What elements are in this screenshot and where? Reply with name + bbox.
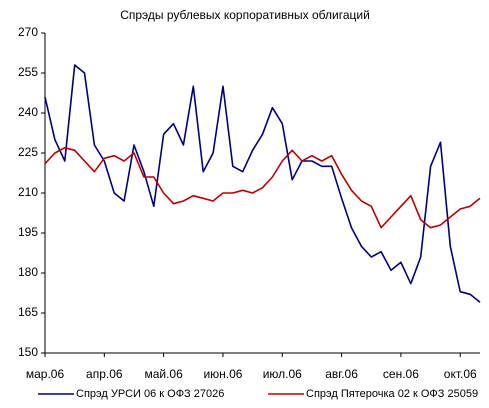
y-tick-label: 195 — [18, 225, 38, 239]
y-tick-label: 165 — [18, 305, 38, 319]
legend-label: Спрэд УРСИ 06 к ОФЗ 27026 — [76, 388, 224, 400]
y-tick-label: 180 — [18, 265, 38, 279]
x-tick-label: апр.06 — [86, 367, 123, 381]
y-tick-label: 210 — [18, 185, 38, 199]
x-tick-label: мар.06 — [26, 367, 65, 381]
y-tick-label: 270 — [18, 25, 38, 39]
legend-label: Спрэд Пятерочка 02 к ОФЗ 25059 — [306, 388, 478, 400]
series-line — [44, 146, 481, 229]
x-tick-label: авг.06 — [325, 367, 358, 381]
y-tick-label: 240 — [18, 105, 38, 119]
x-tick-label: май.06 — [144, 367, 183, 381]
chart-title: Спрэды рублевых корпоративных облигаций — [120, 8, 370, 22]
x-tick-label: сен.06 — [383, 367, 419, 381]
y-tick-label: 225 — [18, 145, 38, 159]
y-tick-label: 255 — [18, 65, 38, 79]
x-tick-label: июл.06 — [263, 367, 302, 381]
series-line — [44, 64, 481, 303]
x-tick-label: окт.06 — [444, 367, 477, 381]
y-tick-label: 150 — [18, 345, 38, 359]
x-tick-label: июн.06 — [203, 367, 242, 381]
